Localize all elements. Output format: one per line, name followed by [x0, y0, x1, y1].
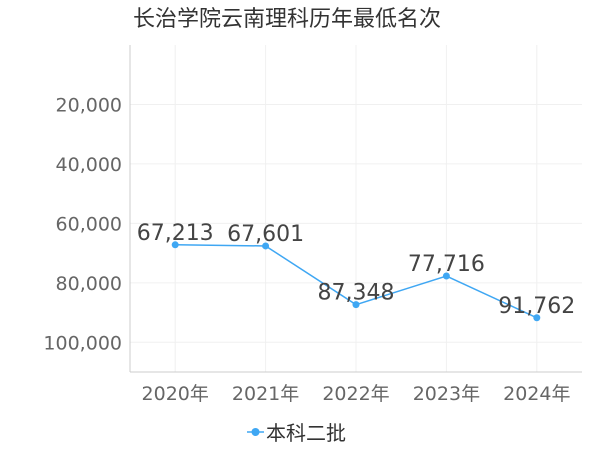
data-label: 87,348	[318, 281, 395, 306]
data-labels: 67,213 67,601 87,348 77,716 91,762	[137, 221, 576, 319]
data-point[interactable]	[442, 272, 450, 280]
data-point[interactable]	[171, 241, 179, 249]
y-tick-label: 60,000	[56, 213, 122, 235]
x-tick-label: 2020年	[142, 383, 209, 405]
y-axis-ticks: 20,000 40,000 60,000 80,000 100,000	[43, 94, 122, 354]
data-label: 77,716	[408, 252, 485, 277]
y-tick-label: 20,000	[56, 94, 122, 116]
x-tick-label: 2024年	[503, 383, 570, 405]
data-label: 67,601	[227, 222, 304, 247]
y-tick-label: 100,000	[43, 332, 122, 354]
x-tick-label: 2021年	[232, 383, 299, 405]
chart-title: 长治学院云南理科历年最低名次	[133, 7, 441, 32]
x-axis-ticks: 2020年 2021年 2022年 2023年 2024年	[142, 383, 571, 405]
grid	[130, 45, 582, 372]
data-point[interactable]	[352, 301, 360, 309]
data-point[interactable]	[533, 314, 541, 322]
legend[interactable]: 本科二批	[247, 421, 346, 445]
data-label: 67,213	[137, 221, 214, 246]
data-point[interactable]	[262, 242, 270, 250]
x-tick-label: 2023年	[413, 383, 480, 405]
data-label: 91,762	[498, 294, 575, 319]
series-layer	[171, 241, 541, 322]
legend-label: 本科二批	[266, 421, 346, 445]
y-tick-label: 40,000	[56, 154, 122, 176]
legend-dot-marker	[251, 428, 260, 436]
x-tick-label: 2022年	[322, 383, 389, 405]
y-tick-label: 80,000	[56, 273, 122, 295]
